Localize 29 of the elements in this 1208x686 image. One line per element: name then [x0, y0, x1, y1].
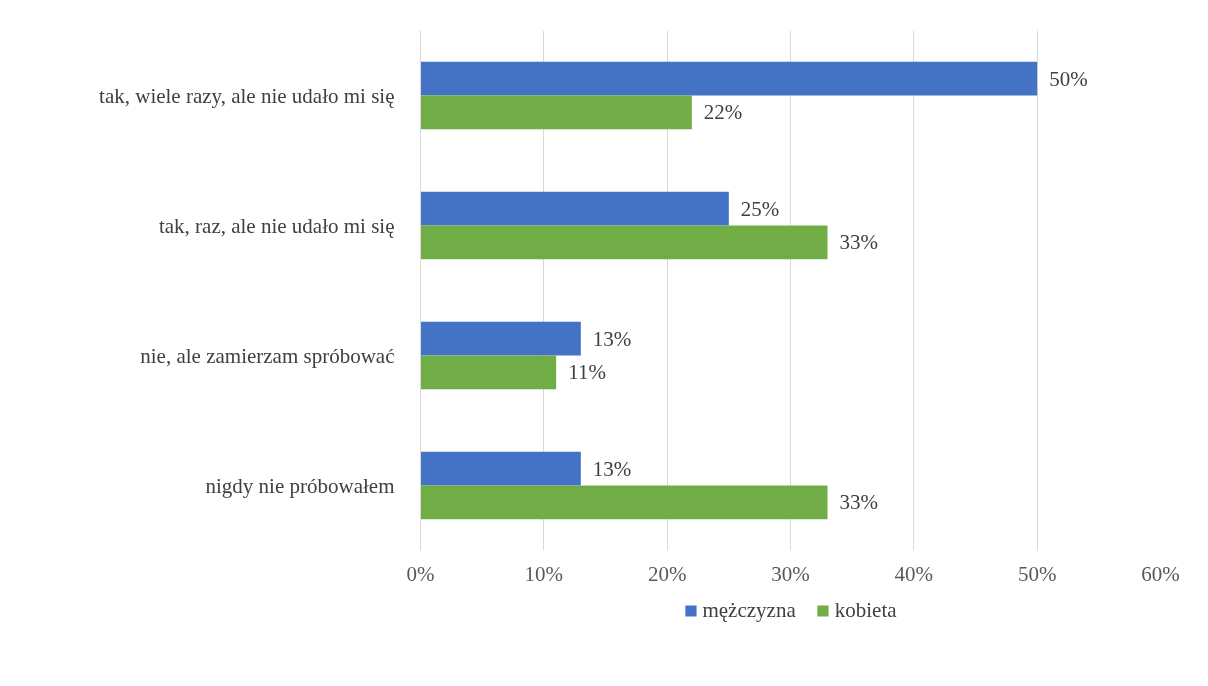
data-label: 33%	[839, 490, 878, 515]
bar	[420, 95, 692, 130]
data-label: 25%	[740, 196, 780, 221]
data-label: 50%	[1049, 66, 1088, 91]
x-tick-label: 40%	[894, 561, 934, 586]
bar	[420, 61, 1038, 96]
x-tick-label: 50%	[1017, 561, 1057, 586]
data-label: 11%	[568, 360, 606, 385]
x-tick-label: 20%	[647, 561, 687, 586]
legend-label: mężczyzna	[702, 597, 796, 623]
bar	[420, 485, 828, 520]
bar	[420, 355, 557, 390]
bar	[420, 321, 581, 356]
data-label: 13%	[592, 326, 632, 351]
data-label: 33%	[839, 230, 878, 255]
legend-label: kobieta	[834, 597, 897, 623]
x-tick-label: 10%	[524, 561, 564, 586]
y-tick-label: nie, ale zamierzam spróbować	[140, 343, 395, 368]
x-tick-label: 0%	[406, 561, 435, 586]
bar	[420, 451, 581, 486]
x-tick-label: 30%	[771, 561, 810, 586]
y-tick-label: nigdy nie próbowałem	[205, 473, 395, 498]
bar	[420, 191, 729, 226]
data-label: 22%	[703, 100, 743, 125]
data-label: 13%	[592, 456, 632, 481]
x-tick-label: 60%	[1141, 561, 1180, 586]
y-tick-label: tak, raz, ale nie udało mi się	[158, 213, 395, 238]
bar	[420, 225, 828, 260]
y-tick-label: tak, wiele razy, ale nie udało mi się	[99, 83, 395, 108]
